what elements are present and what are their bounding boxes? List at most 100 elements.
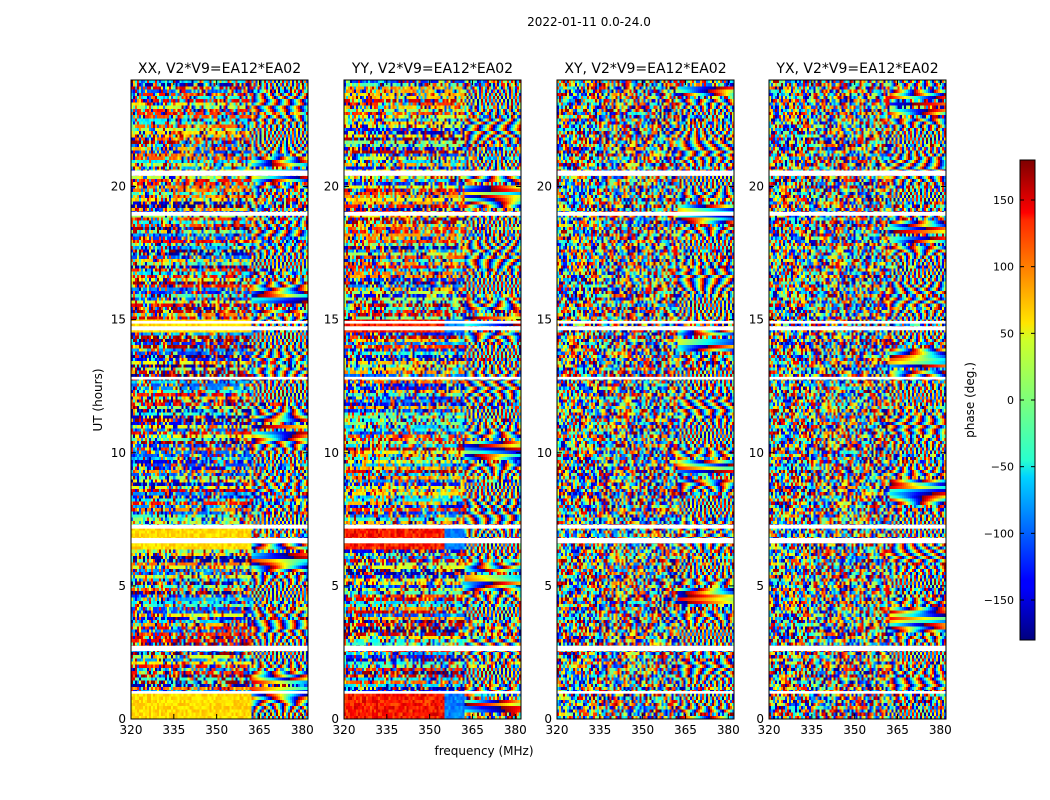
- y-tick-label: 5: [544, 579, 552, 593]
- y-tick-label: 0: [544, 712, 552, 726]
- panel-title: YX, V2*V9=EA12*EA02: [775, 61, 938, 77]
- x-tick-label: 380: [717, 723, 740, 737]
- x-tick-label: 350: [843, 723, 866, 737]
- y-tick-label: 0: [118, 712, 126, 726]
- colorbar-tick-label: −50: [991, 461, 1014, 474]
- x-tick-label: 320: [758, 723, 781, 737]
- flagged-band: [344, 320, 521, 324]
- flagged-band: [769, 211, 946, 216]
- phase-heatmap: [344, 80, 521, 719]
- flagged-band: [769, 691, 946, 694]
- flagged-band: [344, 537, 521, 544]
- flagged-band: [131, 537, 308, 544]
- x-tick-label: 335: [162, 723, 185, 737]
- panel-yx: YX, V2*V9=EA12*EA02 320 335 350 365 380 0 5 10 15…: [749, 61, 952, 737]
- flagged-band: [344, 524, 521, 529]
- flagged-band: [769, 537, 946, 544]
- x-tick-label: 350: [631, 723, 654, 737]
- flagged-band: [344, 691, 521, 694]
- y-tick-label: 20: [537, 180, 552, 194]
- colorbar-tick-label: 50: [1000, 327, 1014, 340]
- y-tick-label: 10: [537, 446, 552, 460]
- flagged-band: [557, 645, 734, 652]
- x-tick-label: 350: [418, 723, 441, 737]
- x-tick-label: 380: [504, 723, 527, 737]
- flagged-band: [131, 524, 308, 529]
- flagged-band: [557, 524, 734, 529]
- y-tick-label: 0: [756, 712, 764, 726]
- flagged-band: [769, 170, 946, 176]
- panels: XX, V2*V9=EA12*EA02 320 335 350 365 380 0 5 10 15…: [111, 61, 952, 737]
- y-tick-label: 10: [324, 446, 339, 460]
- panel-title: YY, V2*V9=EA12*EA02: [351, 61, 513, 77]
- flagged-band: [131, 170, 308, 176]
- panel-xy: XY, V2*V9=EA12*EA02 320 335 350 365 380 0 5 10 15…: [537, 61, 740, 737]
- x-tick-label: 350: [205, 723, 228, 737]
- flagged-band: [344, 211, 521, 216]
- flagged-band: [344, 376, 521, 380]
- flagged-band: [131, 691, 308, 694]
- x-tick-label: 320: [546, 723, 569, 737]
- y-tick-label: 20: [749, 180, 764, 194]
- colorbar-tick-label: −150: [984, 594, 1014, 607]
- colorbar-tick-label: −100: [984, 527, 1014, 540]
- y-tick-label: 15: [537, 313, 552, 327]
- x-tick-label: 365: [674, 723, 697, 737]
- x-tick-label: 365: [461, 723, 484, 737]
- x-tick-label: 365: [248, 723, 271, 737]
- y-tick-label: 5: [331, 579, 339, 593]
- y-tick-label: 15: [749, 313, 764, 327]
- colorbar-label: phase (deg.): [963, 362, 977, 438]
- flagged-band: [131, 320, 308, 324]
- panel-title: XX, V2*V9=EA12*EA02: [138, 61, 301, 77]
- phase-heatmap: [557, 80, 734, 719]
- colorbar-tick-label: 0: [1007, 394, 1014, 407]
- panel-frame: [768, 79, 947, 720]
- flagged-band: [131, 326, 308, 331]
- x-axis-label: frequency (MHz): [434, 744, 533, 758]
- flagged-band: [769, 645, 946, 652]
- y-tick-label: 10: [111, 446, 126, 460]
- flagged-band: [557, 170, 734, 176]
- panel-frame: [130, 79, 309, 720]
- y-tick-label: 5: [756, 579, 764, 593]
- flagged-band: [769, 376, 946, 380]
- panel-title: XY, V2*V9=EA12*EA02: [564, 61, 726, 77]
- panel-xx: XX, V2*V9=EA12*EA02 320 335 350 365 380 0 5 10 15…: [111, 61, 314, 737]
- flagged-band: [557, 691, 734, 694]
- flagged-band: [769, 326, 946, 331]
- flagged-band: [557, 320, 734, 324]
- panel-frame: [343, 79, 522, 720]
- x-tick-label: 335: [375, 723, 398, 737]
- flagged-band: [344, 326, 521, 331]
- colorbar: 150 100 50 0 −50 −100 −150 phase (deg.): [963, 159, 1036, 641]
- y-tick-label: 15: [324, 313, 339, 327]
- y-tick-label: 15: [111, 313, 126, 327]
- flagged-band: [769, 524, 946, 529]
- y-tick-label: 0: [331, 712, 339, 726]
- colorbar-tick-label: 100: [993, 261, 1014, 274]
- flagged-band: [557, 376, 734, 380]
- flagged-band: [557, 211, 734, 216]
- y-tick-label: 20: [324, 180, 339, 194]
- flagged-band: [131, 211, 308, 216]
- flagged-band: [131, 376, 308, 380]
- x-tick-label: 380: [291, 723, 314, 737]
- x-tick-label: 380: [929, 723, 952, 737]
- phase-heatmap: [131, 80, 308, 719]
- x-tick-label: 320: [120, 723, 143, 737]
- phase-heatmap: [769, 80, 946, 719]
- figure-suptitle: 2022-01-11 0.0-24.0: [527, 15, 651, 29]
- colorbar-ticks: 150 100 50 0 −50 −100 −150: [984, 194, 1035, 607]
- flagged-band: [557, 326, 734, 331]
- flagged-band: [131, 645, 308, 652]
- x-tick-label: 335: [588, 723, 611, 737]
- x-tick-label: 365: [886, 723, 909, 737]
- y-tick-label: 10: [749, 446, 764, 460]
- colorbar-tick-label: 150: [993, 194, 1014, 207]
- x-tick-label: 320: [333, 723, 356, 737]
- panel-frame: [556, 79, 735, 720]
- flagged-band: [557, 537, 734, 544]
- flagged-band: [344, 170, 521, 176]
- panel-yy: YY, V2*V9=EA12*EA02 320 335 350 365 380 0 5 10 15…: [324, 61, 527, 737]
